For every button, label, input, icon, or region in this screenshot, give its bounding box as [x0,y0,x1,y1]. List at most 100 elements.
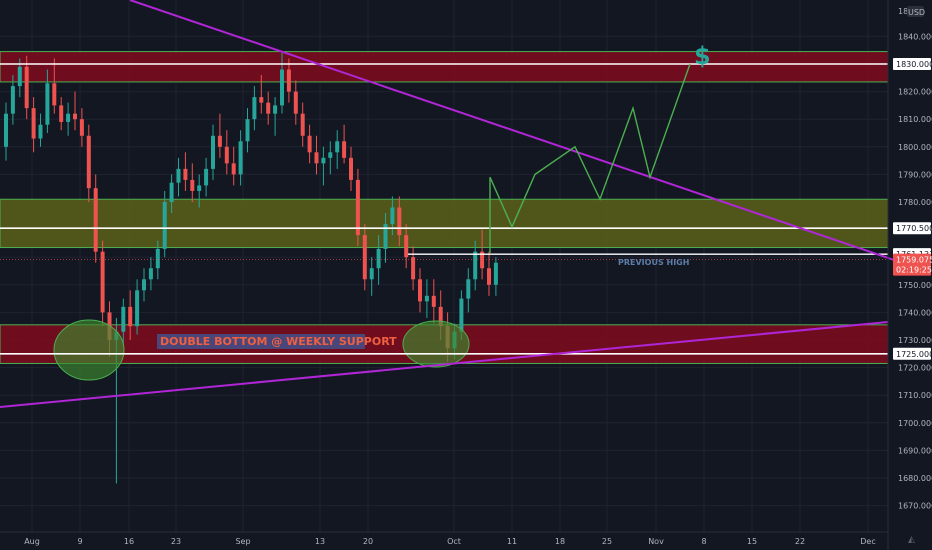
time-tick-label: 15 [747,537,757,546]
candle-body [38,124,43,139]
price-tick-label: 1790.000 [898,170,932,179]
candle-body [121,306,126,332]
time-tick-label: Sep [235,537,250,546]
price-tick-label: 1720.000 [898,364,932,373]
candle-body [17,66,22,87]
candle-body [252,97,257,120]
candle-body [355,179,360,236]
candle-body [10,86,15,114]
resistance-zone [0,51,889,83]
candle-body [93,188,98,252]
price-tick-label: 1780.000 [898,198,932,207]
candle-body [224,146,229,164]
candle-body [431,295,436,307]
candle-body [4,113,8,147]
candle-body [342,141,347,158]
time-tick-label: 23 [171,537,181,546]
candle-body [411,257,416,280]
price-tick-label: 1690.000 [898,446,932,455]
candle-body [383,224,388,249]
currency-label: USD [908,8,925,17]
candle-body [335,141,340,153]
time-tick-label: 22 [795,537,805,546]
time-tick-label: Aug [24,537,40,546]
time-tick-label: 9 [77,537,82,546]
candle-body [397,207,402,236]
price-tick-label: 1700.000 [898,419,932,428]
price-tick-label: 1710.000 [898,391,932,400]
candle-body [321,157,326,164]
current-price-tag [893,253,931,276]
candle-body [369,268,374,280]
time-axis[interactable]: Aug 9 16 23 Sep 13 20 Oct 11 18 25 Nov 8 15 22 Dec [0,531,888,546]
candle-body [183,168,188,180]
time-tick-label: 18 [555,537,565,546]
price-tags: 1830.0001770.5001761.1311725.0001759.075… [893,58,932,360]
price-tag [893,58,931,70]
middle-zone [0,198,889,249]
candle-body [418,279,422,302]
candle-body [487,268,491,285]
price-tag [893,222,931,235]
projection-path [489,63,691,254]
candle-body [493,262,498,285]
candle-body [204,168,209,186]
ascending-trendline [0,321,889,408]
candle-body [217,135,222,147]
candle-body [362,235,367,280]
candle-body [349,157,353,180]
candle-body [238,141,243,175]
price-tick-label: 1820.000 [898,88,932,97]
previous-high-label: PREVIOUS HIGH [618,258,689,267]
currency-badge[interactable] [907,6,924,17]
candle-body [424,295,429,302]
candle-body [45,83,50,125]
candle-body [266,102,271,114]
candle-body [280,69,284,106]
candle-body [86,135,91,189]
candle-body [307,135,312,153]
double-bottom-ellipse-left [53,319,125,381]
price-tick-label: 1680.000 [898,474,932,483]
candle-body [52,83,57,106]
time-tick-label: 11 [507,537,517,546]
price-tag-label: 1725.000 [896,350,932,359]
time-tick-label: 13 [315,537,325,546]
candle-body [135,290,140,327]
candle-body [438,306,443,327]
candle-body [473,251,478,280]
candle-body [259,97,264,103]
overlays [0,0,901,408]
candle-body [190,179,195,191]
price-tick-label: 1730.000 [898,336,932,345]
candle-body [459,298,464,332]
candle-body [390,207,395,225]
price-tag [893,347,931,360]
candle-body [100,251,105,313]
annotations: PREVIOUS HIGH DOUBLE BOTTOM @ WEEKLY SUP… [160,42,711,348]
double-bottom-label: DOUBLE BOTTOM @ WEEKLY SUPPORT [160,335,397,348]
candle-body [66,113,71,122]
candle-body [314,152,319,164]
candle-body [286,69,291,92]
dollar-target-icon: $ [694,42,711,70]
candle-body [245,119,250,142]
time-tick-label: 16 [124,537,134,546]
candle-body [231,163,236,175]
candle-body [155,248,160,269]
double-bottom-ellipse-right [402,320,470,368]
price-tick-label: 1670.000 [898,502,932,511]
candle-body [79,119,84,136]
candle-body [169,182,174,202]
candle-body [300,113,305,136]
descending-trendline [129,0,901,263]
candle-body [376,248,381,269]
time-tick-label: 25 [602,537,612,546]
time-tick-label: 8 [701,537,706,546]
price-tick-label: 1810.000 [898,115,932,124]
candle-body [31,108,36,139]
price-tag-label: 1770.500 [896,224,932,233]
candle-body [293,91,298,114]
